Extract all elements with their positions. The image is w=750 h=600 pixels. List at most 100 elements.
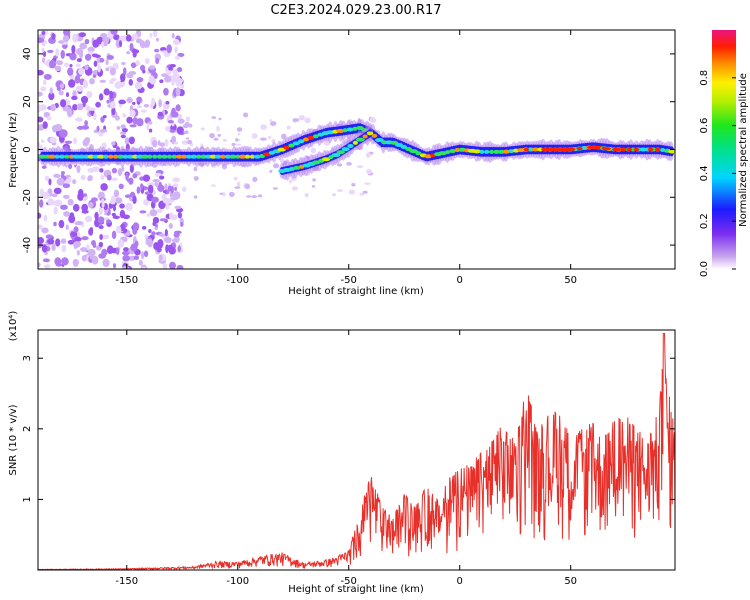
- noise-speck: [87, 248, 96, 257]
- noise-speck: [145, 238, 151, 246]
- noise-speck: [144, 234, 148, 239]
- noise-speck: [76, 165, 81, 174]
- noise-speck: [73, 226, 79, 233]
- noise-speck: [168, 222, 173, 229]
- ridge-core: [321, 157, 331, 162]
- ridge-core: [253, 154, 261, 159]
- noise-speck: [41, 30, 46, 35]
- noise-speck: [60, 49, 65, 59]
- noise-speck: [60, 99, 67, 108]
- noise-speck: [126, 96, 133, 104]
- noise-speck: [78, 67, 85, 75]
- noise-speck: [175, 55, 180, 60]
- noise-speck: [141, 226, 147, 230]
- noise-speck: [168, 202, 172, 206]
- x-tick-label: 0: [457, 275, 463, 286]
- noise-speck: [177, 245, 181, 252]
- noise-speck: [80, 174, 86, 181]
- noise-speck: [92, 39, 99, 48]
- noise-speck: [62, 35, 70, 43]
- ridge-core: [140, 154, 150, 159]
- noise-speck: [304, 117, 311, 124]
- noise-speck: [174, 141, 179, 145]
- noise-speck: [251, 133, 258, 139]
- noise-speck: [171, 238, 178, 243]
- noise-speck: [280, 157, 284, 164]
- noise-speck: [209, 132, 215, 139]
- noise-speck: [153, 72, 158, 80]
- noise-speck: [167, 185, 172, 192]
- noise-speck: [88, 202, 94, 209]
- noise-speck: [211, 116, 217, 119]
- noise-speck: [80, 95, 89, 104]
- noise-speck: [336, 189, 344, 192]
- noise-speck: [101, 142, 107, 149]
- ridge-core: [228, 154, 238, 159]
- noise-speck: [58, 40, 64, 44]
- noise-speck: [38, 236, 45, 244]
- noise-speck: [114, 115, 120, 121]
- noise-speck: [365, 152, 371, 158]
- noise-speck: [82, 197, 87, 202]
- noise-speck: [122, 254, 130, 262]
- noise-speck: [298, 115, 306, 121]
- noise-speck: [92, 242, 97, 249]
- noise-speck: [121, 61, 126, 66]
- noise-speck: [124, 194, 132, 199]
- spectrogram-panel: -150 -100 -50 0 50 -40 -20 0 20 40 Height of str…: [8, 29, 676, 297]
- noise-speck: [146, 213, 151, 217]
- noise-speck: [159, 254, 163, 261]
- noise-speck: [58, 219, 65, 229]
- noise-speck: [228, 191, 235, 198]
- noise-speck: [171, 33, 175, 39]
- noise-speck: [38, 224, 43, 230]
- noise-speck: [70, 231, 78, 237]
- noise-speck: [159, 233, 165, 237]
- noise-speck: [110, 30, 118, 35]
- noise-speck: [38, 199, 44, 208]
- noise-speck: [165, 125, 172, 132]
- noise-speck: [111, 212, 116, 217]
- noise-speck: [200, 127, 206, 131]
- noise-speck: [143, 103, 150, 108]
- noise-speck: [125, 202, 133, 211]
- noise-speck: [118, 40, 123, 48]
- noise-speck: [51, 33, 56, 40]
- noise-speck: [38, 262, 41, 268]
- colorbar-tick-label: 0.2: [699, 213, 710, 229]
- noise-speck: [269, 169, 273, 173]
- noise-speck: [140, 109, 147, 113]
- noise-speck: [109, 90, 114, 99]
- noise-speck: [121, 266, 130, 269]
- noise-speck: [42, 258, 50, 263]
- noise-speck: [43, 73, 52, 80]
- noise-speck: [142, 174, 151, 182]
- noise-speck: [99, 79, 107, 83]
- noise-speck: [110, 101, 116, 109]
- noise-speck: [75, 117, 83, 122]
- spectrogram-x-label: Height of straight line (km): [288, 286, 424, 297]
- noise-speck: [174, 205, 182, 210]
- noise-speck: [171, 107, 176, 116]
- noise-speck: [161, 73, 168, 78]
- ridge-core: [244, 154, 251, 159]
- noise-speck: [267, 136, 272, 139]
- ridge-core: [107, 154, 114, 159]
- noise-speck: [121, 128, 129, 133]
- noise-speck: [259, 137, 267, 141]
- noise-speck: [89, 227, 94, 232]
- noise-speck: [125, 172, 129, 181]
- noise-speck: [117, 167, 123, 177]
- noise-speck: [213, 137, 219, 141]
- noise-speck: [292, 118, 300, 122]
- noise-speck: [171, 78, 175, 86]
- noise-speck: [147, 121, 153, 125]
- noise-speck: [162, 197, 171, 204]
- noise-speck: [60, 204, 68, 210]
- noise-speck: [69, 64, 73, 68]
- noise-speck: [168, 261, 176, 269]
- spectrogram-y-axis: -40 -20 0 20 40: [22, 48, 675, 253]
- noise-speck: [369, 117, 377, 124]
- noise-speck: [44, 175, 50, 181]
- noise-speck: [143, 44, 150, 48]
